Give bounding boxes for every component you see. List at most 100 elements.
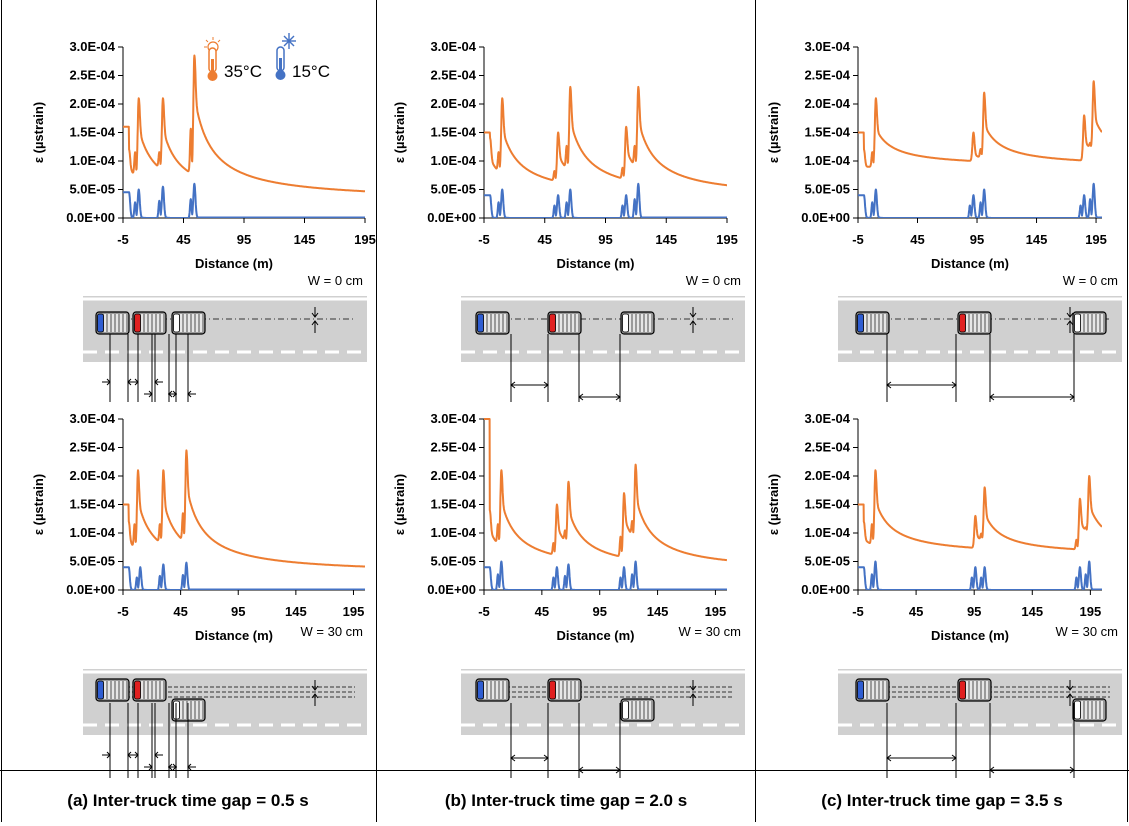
y-tick-label: 3.0E-04 (69, 411, 115, 426)
y-tick-label: 3.0E-04 (69, 39, 115, 54)
truck-icon (957, 311, 992, 335)
series-group (484, 418, 727, 590)
wander-label: W = 0 cm (686, 273, 741, 288)
wander-arrow-down (311, 680, 319, 691)
series-line-hot (123, 449, 365, 568)
x-tick-label: 95 (967, 604, 981, 619)
chart-b-w0: 0.0E+00 5.0E-05 1.0E-04 1.5E-04 2.0E-04 2.5E-… (392, 39, 738, 271)
y-tick-label: 5.0E-05 (69, 554, 115, 569)
y-tick-label: 5.0E-05 (430, 554, 476, 569)
y-tick-label: 3.0E-04 (804, 411, 850, 426)
y-tick-label: 1.0E-04 (804, 525, 850, 540)
y-tick-label: 1.0E-04 (430, 525, 476, 540)
dimension-arrow (886, 754, 957, 762)
dimension-arrow (510, 754, 549, 762)
series-group (123, 54, 365, 218)
truck-icon (855, 311, 890, 335)
dimension-arrow (578, 393, 621, 401)
truck-diagram-c-w0: W = 0 cm (838, 273, 1122, 402)
x-tick-label: 45 (910, 232, 924, 247)
y-tick-label: 3.0E-04 (430, 411, 476, 426)
x-tick-label: -5 (117, 604, 129, 619)
series-line-cold (858, 182, 1102, 218)
y-tick-label: 1.0E-04 (430, 153, 476, 168)
dimension-arrow (144, 390, 153, 398)
dimension-arrow (989, 766, 1075, 774)
y-tick-label: 0.0E+00 (427, 210, 476, 225)
series-line-cold (484, 182, 727, 218)
truck-cab (959, 680, 966, 700)
series-line-hot (858, 469, 1102, 551)
x-tick-label: 95 (598, 232, 612, 247)
truck-cab (622, 313, 629, 333)
truck-cab (549, 680, 556, 700)
wander-arrow-down (311, 307, 319, 318)
dimension-arrow (187, 390, 196, 398)
truck-cab (857, 680, 864, 700)
wander-label: W = 30 cm (679, 624, 742, 639)
truck-icon (475, 311, 510, 335)
chart-a-w0: 0.0E+00 5.0E-05 1.0E-04 1.5E-04 2.0E-04 2.5E-… (31, 39, 376, 271)
x-axis-title: Distance (m) (556, 628, 634, 643)
truck-icon (132, 678, 167, 702)
truck-diagram-b-w30: W = 30 cm (461, 624, 745, 778)
x-tick-label: 45 (535, 604, 549, 619)
y-tick-label: 1.5E-04 (430, 497, 476, 512)
x-tick-label: 145 (1026, 232, 1048, 247)
series-line-hot (484, 85, 727, 187)
truck-diagram-a-w30: W = 30 cm (83, 624, 367, 778)
y-tick-label: 3.0E-04 (804, 39, 850, 54)
truck-diagram-c-w30: W = 30 cm (838, 624, 1122, 778)
series-line-cold (858, 560, 1102, 590)
dimension-arrow (187, 763, 196, 771)
y-tick-label: 2.5E-04 (804, 440, 850, 455)
y-tick-label: 0.0E+00 (801, 582, 850, 597)
series-group (858, 80, 1102, 218)
truck-icon (132, 311, 167, 335)
x-tick-label: 45 (909, 604, 923, 619)
y-tick-label: 2.0E-04 (804, 96, 850, 111)
hot-thermometer-icon (204, 37, 221, 81)
x-tick-label: -5 (852, 232, 864, 247)
y-tick-label: 5.0E-05 (804, 182, 850, 197)
y-tick-label: 2.0E-04 (430, 96, 476, 111)
x-tick-label: 95 (970, 232, 984, 247)
dimension-arrow (154, 751, 163, 759)
x-axis-title: Distance (m) (556, 256, 634, 271)
y-axis-title: ε (µstrain) (392, 102, 407, 163)
dimension-arrow (154, 378, 163, 386)
dimension-arrow (510, 381, 549, 389)
x-tick-label: 145 (655, 232, 677, 247)
dimension-arrow (989, 393, 1075, 401)
truck-cab (622, 700, 629, 720)
x-tick-label: 95 (592, 604, 606, 619)
x-tick-label: 195 (716, 232, 738, 247)
y-tick-label: 5.0E-05 (69, 182, 115, 197)
wander-arrow-up (689, 320, 697, 333)
y-axis-title: ε (µstrain) (31, 102, 46, 163)
chart-a-w30: 0.0E+00 5.0E-05 1.0E-04 1.5E-04 2.0E-04 2.5E-… (31, 411, 365, 643)
truck-icon (620, 698, 655, 722)
wander-arrow-up (1066, 320, 1074, 333)
y-tick-label: 1.5E-04 (804, 497, 850, 512)
y-tick-label: 1.0E-04 (69, 153, 115, 168)
truck-diagram-b-w0: W = 0 cm (461, 273, 745, 402)
x-tick-label: 145 (1021, 604, 1043, 619)
truck-icon (171, 311, 206, 335)
truck-icon (1072, 311, 1107, 335)
wander-arrow-down (689, 307, 697, 318)
y-tick-label: 0.0E+00 (801, 210, 850, 225)
truck-icon (95, 311, 130, 335)
truck-icon (1072, 698, 1107, 722)
legend-label-hot: 35°C (224, 62, 262, 81)
y-axis-title: ε (µstrain) (392, 474, 407, 535)
y-tick-label: 2.0E-04 (69, 468, 115, 483)
x-tick-label: -5 (478, 232, 490, 247)
series-group (858, 469, 1102, 590)
truck-cab (1074, 313, 1081, 333)
x-axis-title: Distance (m) (931, 256, 1009, 271)
x-tick-label: 195 (1085, 232, 1107, 247)
truck-cab (97, 680, 104, 700)
x-tick-label: 195 (343, 604, 365, 619)
